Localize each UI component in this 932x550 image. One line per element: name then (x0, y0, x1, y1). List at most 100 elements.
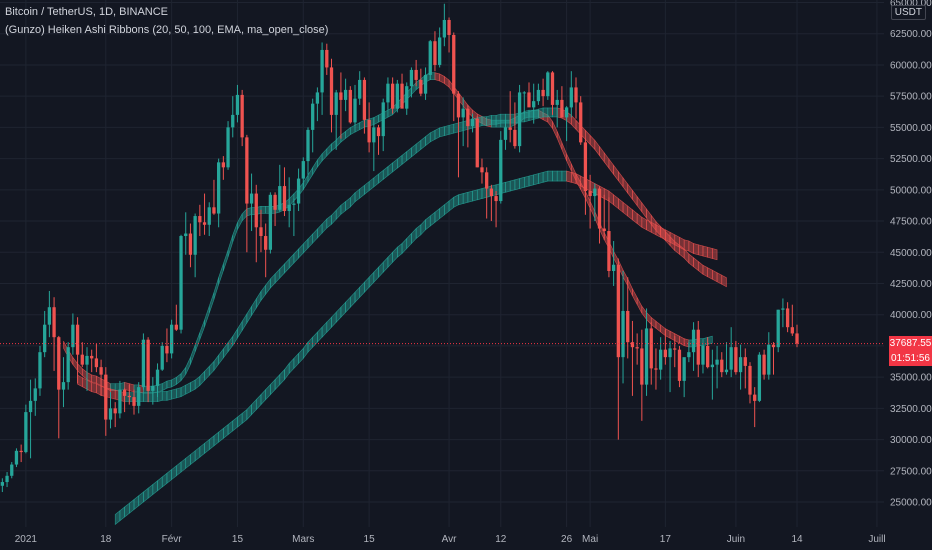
candle (527, 82, 531, 108)
ribbon-segment-1 (213, 277, 219, 300)
candle-body (61, 382, 66, 390)
ribbon-segment-3 (702, 245, 708, 258)
candle-body (376, 127, 381, 137)
candle (423, 67, 428, 100)
ribbon-segment-2 (411, 143, 417, 158)
candle (292, 198, 296, 237)
ribbon-segment-2 (397, 154, 403, 169)
ribbon-segment-2 (585, 129, 591, 146)
candle (767, 332, 771, 380)
ribbon-segment-3 (627, 205, 633, 221)
time-tick-label: Avr (442, 534, 457, 545)
candle-body (696, 329, 700, 365)
ribbon-segment-3 (119, 506, 125, 522)
ribbon-segment-2 (194, 375, 201, 390)
ribbon-segment-2 (453, 122, 459, 134)
candle (57, 335, 61, 439)
ribbon-segment-1 (665, 328, 671, 339)
candle (480, 158, 484, 184)
candle-body (311, 103, 315, 130)
candle (597, 187, 602, 244)
ribbon-segment-1 (114, 383, 121, 391)
candle-body (513, 129, 517, 147)
candle (174, 304, 178, 331)
candle-body (38, 352, 42, 389)
ribbon-segment-2 (378, 169, 384, 184)
candle (245, 134, 249, 253)
candle (517, 84, 522, 153)
candle (169, 319, 174, 359)
indicator-legend[interactable]: (Gunzo) Heiken Ashi Ribbons (20, 50, 100… (5, 24, 329, 36)
ribbon-segment-1 (208, 292, 215, 314)
ribbon-segment-2 (439, 126, 445, 138)
ribbon-segment-1 (185, 357, 191, 375)
candle-body (555, 99, 559, 105)
time-tick-label: 15 (364, 534, 376, 545)
ribbon-segment-2 (618, 170, 624, 188)
candle-body (790, 327, 794, 334)
ribbon-segment-1 (340, 130, 346, 143)
ribbon-segment-2 (96, 383, 102, 396)
candle-body (198, 216, 202, 223)
currency-label[interactable]: USDT (890, 5, 926, 20)
ribbon-segment-3 (571, 171, 577, 184)
time-tick-label: 12 (495, 534, 507, 545)
candle-body (621, 310, 625, 358)
time-tick-label: 18 (100, 534, 112, 545)
ribbon-segment-2 (302, 238, 309, 254)
candle (414, 59, 418, 87)
ribbon-segment-3 (467, 190, 473, 203)
ribbon-segment-2 (335, 204, 342, 221)
candle (724, 342, 729, 375)
ribbon-segment-3 (650, 221, 657, 236)
candle (574, 77, 578, 119)
candle-body (757, 354, 762, 401)
candle (165, 328, 169, 363)
price-tick-label: 60000.00 (890, 60, 932, 71)
ribbon-segment-3 (378, 261, 384, 278)
candle (320, 42, 324, 115)
candle (748, 362, 752, 404)
candle-body (720, 359, 724, 373)
ribbon-segment-2 (180, 384, 187, 398)
candle (188, 223, 193, 268)
ribbon-segment-1 (373, 114, 379, 126)
candle-body (28, 400, 33, 413)
candle-body (235, 94, 240, 115)
ribbon-segment-1 (317, 152, 323, 168)
candle (71, 313, 75, 355)
ribbon-segment-3 (533, 173, 539, 186)
ribbon-segment-1 (434, 72, 440, 82)
ribbon-segment-3 (204, 438, 210, 454)
ribbon-segment-3 (669, 231, 676, 246)
candle (353, 84, 357, 127)
ribbon-segment-2 (429, 129, 436, 143)
candle-body (489, 188, 494, 197)
ribbon-segment-2 (260, 284, 266, 302)
candle-body (57, 337, 61, 390)
ribbon-segment-3 (166, 468, 172, 484)
ribbon-segment-1 (166, 379, 172, 389)
candle-body (640, 348, 644, 385)
ribbon-segment-2 (613, 164, 619, 182)
time-axis[interactable]: 2021 18 Févr 15 Mars 15 Avr 12 26 Mai 17 Juin 14 Juil… (0, 527, 932, 550)
candle (14, 448, 19, 468)
ribbon-segment-3 (603, 188, 610, 202)
ribbon-segment-3 (251, 398, 257, 416)
last-price-value: 37687.55 (889, 337, 932, 349)
ribbon-segment-2 (317, 223, 323, 239)
ribbon-segment-2 (246, 305, 252, 324)
candle-body (395, 83, 399, 109)
candle (249, 173, 254, 232)
price-axis[interactable]: 25000.00 27500.00 30000.00 32500.00 35000.00… (884, 0, 932, 550)
ribbon-segment-3 (434, 207, 440, 223)
price-tick-label: 57500.00 (890, 92, 932, 103)
candle-body (221, 162, 225, 168)
candle-body (99, 367, 103, 375)
candle (33, 378, 37, 416)
ribbon-segment-2 (331, 209, 337, 226)
candle (673, 335, 677, 368)
time-tick-label: Mars (292, 534, 314, 545)
candle-body (579, 102, 583, 143)
